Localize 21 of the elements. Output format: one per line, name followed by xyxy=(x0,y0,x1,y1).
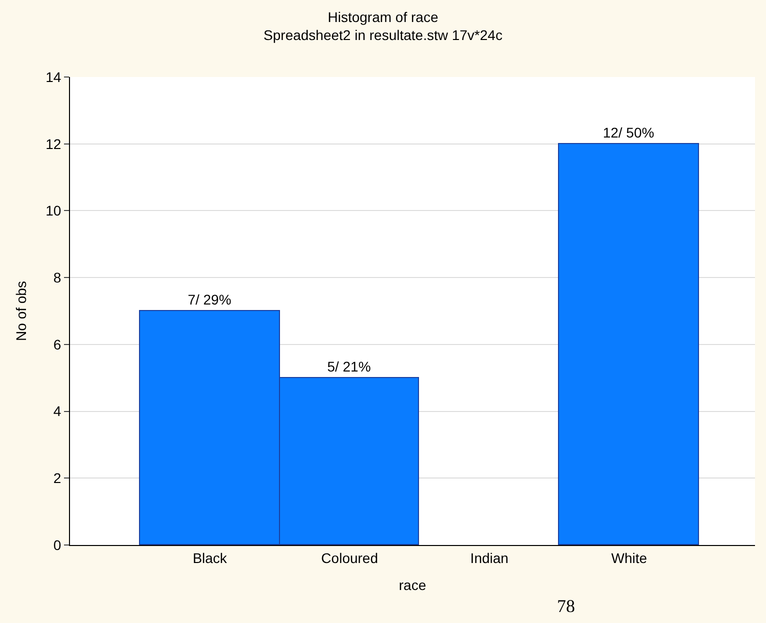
chart-subtitle: Spreadsheet2 in resultate.stw 17v*24c xyxy=(264,27,502,44)
x-tick-label: White xyxy=(611,550,648,566)
x-axis-title: race xyxy=(398,577,426,594)
chart-title: Histogram of race xyxy=(328,8,438,25)
data-label: 5/ 21% xyxy=(327,358,371,374)
x-tick-label: Indian xyxy=(470,550,508,566)
y-tick-label: 10 xyxy=(46,202,62,219)
data-label: 7/ 29% xyxy=(188,292,232,308)
y-tick-label: 2 xyxy=(53,470,62,486)
x-tick-label: Coloured xyxy=(321,550,378,566)
y-tick-label: 4 xyxy=(53,403,62,420)
y-tick-label: 14 xyxy=(46,68,62,85)
y-tick-label: 12 xyxy=(46,136,62,152)
y-tick-label: 6 xyxy=(53,336,62,352)
y-tick-label: 8 xyxy=(53,269,62,286)
data-label: 12/ 50% xyxy=(602,124,654,140)
x-tick-label: Black xyxy=(192,550,228,566)
bar xyxy=(558,143,699,545)
y-tick-label: 0 xyxy=(53,536,62,553)
text: 78 xyxy=(557,596,575,616)
y-axis-title: No of obs xyxy=(13,281,30,341)
